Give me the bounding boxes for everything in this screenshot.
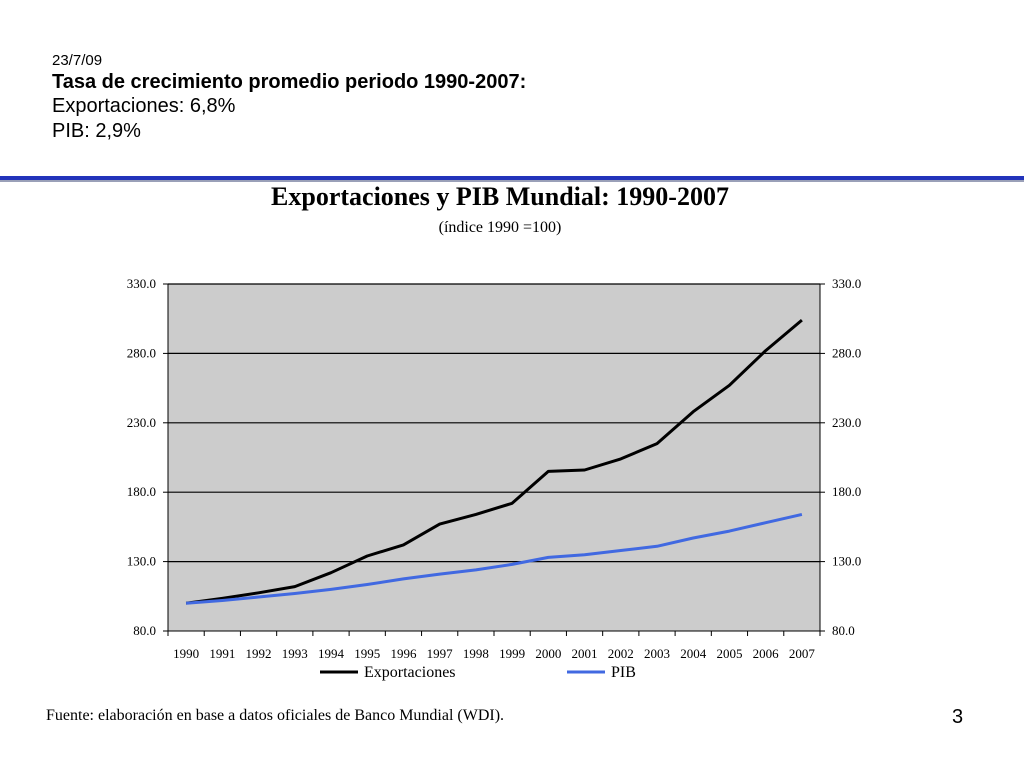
- x-tick-label: 1999: [499, 646, 525, 661]
- x-tick-label: 2004: [680, 646, 707, 661]
- x-tick-label: 1990: [173, 646, 199, 661]
- x-tick-label: 2001: [572, 646, 598, 661]
- y-tick-label-right: 280.0: [832, 345, 861, 360]
- header-rule: [0, 176, 1024, 180]
- y-tick-label-right: 180.0: [832, 484, 861, 499]
- y-tick-label-right: 330.0: [832, 276, 861, 291]
- source-note: Fuente: elaboración en base a datos ofic…: [46, 707, 505, 724]
- x-tick-label: 1995: [354, 646, 380, 661]
- x-tick-label: 2006: [753, 646, 780, 661]
- legend-label-pib: PIB: [611, 664, 636, 681]
- x-tick-label: 2007: [789, 646, 816, 661]
- slide-headline: Tasa de crecimiento promedio periodo 199…: [52, 71, 527, 93]
- chart-title: Exportaciones y PIB Mundial: 1990-2007: [271, 182, 729, 211]
- header-rule-shadow: [0, 180, 1024, 182]
- gdp-growth-stat: PIB: 2,9%: [52, 120, 141, 142]
- slide-header: 23/7/09 Tasa de crecimiento promedio per…: [52, 52, 526, 144]
- plot-area: [167, 283, 821, 632]
- y-tick-label-left: 280.0: [127, 345, 156, 360]
- x-tick-label: 1992: [246, 646, 272, 661]
- y-tick-label-left: 130.0: [127, 554, 156, 569]
- y-tick-label-left: 330.0: [127, 276, 156, 291]
- y-tick-label-right: 130.0: [832, 554, 861, 569]
- legend-label-exportaciones: Exportaciones: [364, 664, 456, 681]
- series-line-exportaciones: [185, 318, 803, 605]
- y-tick-label-right: 230.0: [832, 415, 861, 430]
- x-tick-label: 1997: [427, 646, 454, 661]
- slide-date: 23/7/09: [52, 52, 103, 69]
- y-tick-label-left: 230.0: [127, 415, 156, 430]
- x-tick-label: 2000: [535, 646, 561, 661]
- page-number: 3: [952, 706, 964, 728]
- x-tick-label: 1994: [318, 646, 345, 661]
- x-tick-label: 2003: [644, 646, 670, 661]
- x-tick-label: 1998: [463, 646, 489, 661]
- y-tick-label-right: 80.0: [832, 623, 855, 638]
- y-tick-label-left: 180.0: [127, 484, 156, 499]
- x-tick-label: 2002: [608, 646, 634, 661]
- x-tick-label: 2005: [716, 646, 742, 661]
- x-tick-label: 1991: [209, 646, 235, 661]
- line-chart: 80.0 80.0 130.0 130.0 180.0 180.0 230.0 230.0 28…: [127, 276, 862, 681]
- x-tick-label: 1996: [390, 646, 417, 661]
- y-tick-label-left: 80.0: [133, 623, 156, 638]
- chart-subtitle: (índice 1990 =100): [438, 219, 562, 236]
- series-line-pib: [185, 512, 803, 605]
- x-tick-label: 1993: [282, 646, 308, 661]
- exports-growth-stat: Exportaciones: 6,8%: [52, 95, 236, 117]
